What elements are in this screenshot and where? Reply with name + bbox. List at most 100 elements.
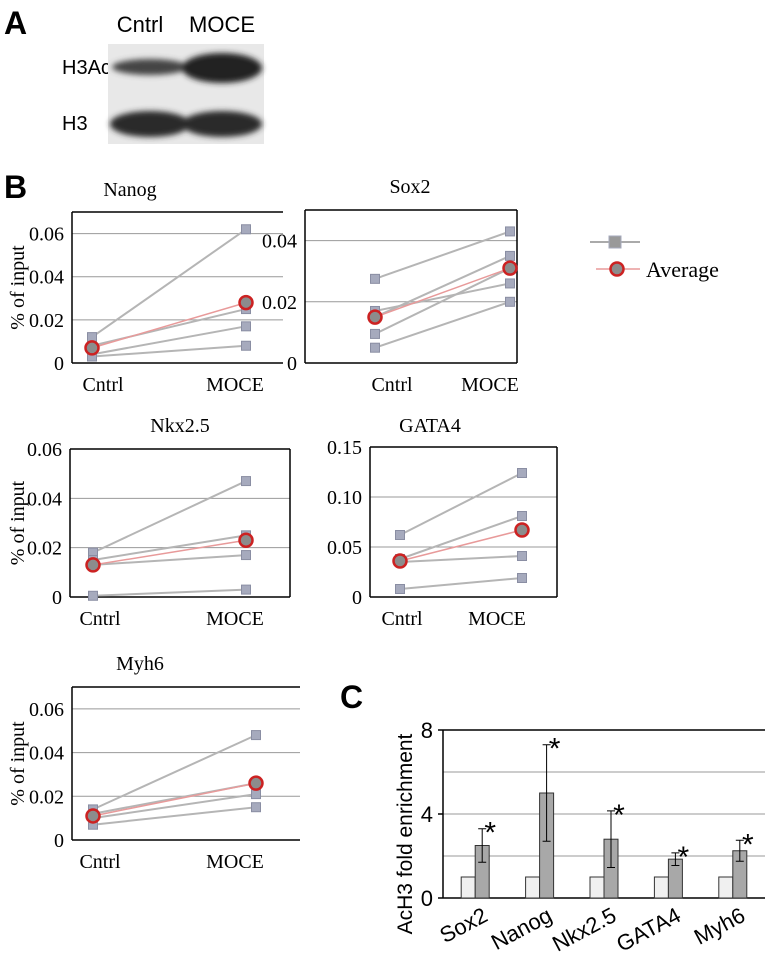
average-marker [85, 808, 101, 824]
row-label: H3 [62, 113, 88, 135]
sample-line [92, 806, 257, 826]
chart-title: Nkx2.5 [150, 415, 209, 437]
sample-marker [517, 573, 527, 583]
annotation: * [742, 828, 754, 861]
x-tick-label: Myh6 [690, 902, 749, 949]
sample-marker [88, 590, 98, 601]
panel-label: C [340, 679, 363, 715]
bar [718, 876, 734, 899]
annotation: * [613, 799, 625, 832]
sample-line [92, 793, 257, 820]
error-bar [607, 810, 615, 869]
average-line [91, 301, 247, 349]
sample-line [399, 472, 523, 536]
y-tick-label: 0.04 [27, 488, 62, 510]
error-bar [735, 839, 744, 862]
sample-marker [395, 584, 405, 594]
sample-marker [241, 340, 251, 351]
annotation: * [549, 733, 561, 766]
average-line [399, 529, 523, 562]
error-bar [671, 852, 680, 866]
bar [525, 876, 541, 899]
sample-line [91, 228, 247, 338]
sample-marker [370, 328, 380, 339]
sample-marker [241, 550, 251, 561]
average-marker [367, 309, 383, 325]
sample-line [399, 515, 523, 560]
x-tick-label: Nkx2.5 [548, 902, 620, 956]
average-line [92, 539, 247, 566]
y-tick-label: 0 [287, 353, 297, 375]
bar [589, 876, 605, 899]
bands [110, 53, 262, 137]
x-tick-label: Cntrl [371, 374, 413, 396]
y-tick-label: 0.04 [262, 231, 297, 253]
sample-line [92, 534, 247, 561]
average-marker [502, 260, 518, 276]
y-tick-label: 0.06 [29, 699, 64, 721]
sample-line [374, 300, 511, 349]
sample-marker [241, 584, 251, 595]
y-tick-label: 0.05 [327, 537, 362, 559]
y-tick-label: 8 [421, 718, 433, 743]
sample-marker [370, 273, 380, 284]
average-marker [85, 557, 101, 573]
y-axis-label: AcH3 fold enrichment [394, 733, 417, 934]
sample-marker [517, 468, 527, 478]
chart-title: Myh6 [116, 653, 164, 675]
lane-label: MOCE [189, 12, 255, 37]
band [182, 111, 262, 137]
y-tick-label: 0.02 [29, 786, 64, 808]
legend-marker [608, 235, 622, 249]
sample-line [91, 325, 247, 356]
sample-marker [251, 730, 261, 741]
legend-marker [609, 261, 625, 277]
average-marker [392, 553, 408, 569]
y-tick-label: 0 [352, 587, 362, 609]
average-marker [238, 294, 254, 311]
sample-marker [241, 476, 251, 487]
annotation: * [484, 817, 496, 850]
band [112, 59, 188, 75]
error-bar [478, 828, 487, 863]
row-label: H3Ac [62, 57, 111, 79]
average-line [374, 267, 511, 318]
sample-line [374, 254, 511, 319]
y-tick-label: 0.02 [29, 310, 64, 332]
sample-line [374, 230, 511, 280]
sample-line [91, 344, 247, 358]
sample-line [399, 577, 523, 590]
sample-line [374, 267, 511, 335]
sample-marker [370, 342, 380, 353]
y-tick-label: 0 [54, 830, 64, 852]
bar [460, 876, 476, 899]
sample-marker [517, 511, 527, 521]
sample-marker [505, 296, 515, 307]
sample-line [92, 554, 247, 566]
sample-marker [505, 278, 515, 289]
x-tick-label: MOCE [461, 374, 519, 396]
x-tick-label: MOCE [206, 374, 264, 396]
sample-marker [505, 250, 515, 261]
y-axis-label: % of input [7, 721, 29, 806]
x-tick-label: Nanog [487, 902, 556, 955]
lane-label: Cntrl [117, 12, 163, 37]
y-tick-label: 0.06 [27, 439, 62, 461]
sample-line [399, 555, 523, 563]
average-marker [514, 522, 530, 538]
band [110, 111, 190, 137]
sample-marker [505, 226, 515, 237]
sample-marker [251, 789, 261, 800]
error-bar [542, 744, 551, 842]
band [182, 53, 262, 83]
y-tick-label: 0.02 [262, 292, 297, 314]
y-tick-label: 4 [421, 802, 433, 827]
panel-label: B [4, 169, 27, 205]
y-tick-label: 0 [52, 587, 62, 609]
y-tick-label: 0.02 [27, 538, 62, 560]
sample-line [92, 480, 247, 554]
sample-marker [241, 321, 251, 332]
y-tick-label: 0 [421, 886, 433, 911]
sample-line [92, 734, 257, 811]
sample-line [92, 588, 247, 597]
